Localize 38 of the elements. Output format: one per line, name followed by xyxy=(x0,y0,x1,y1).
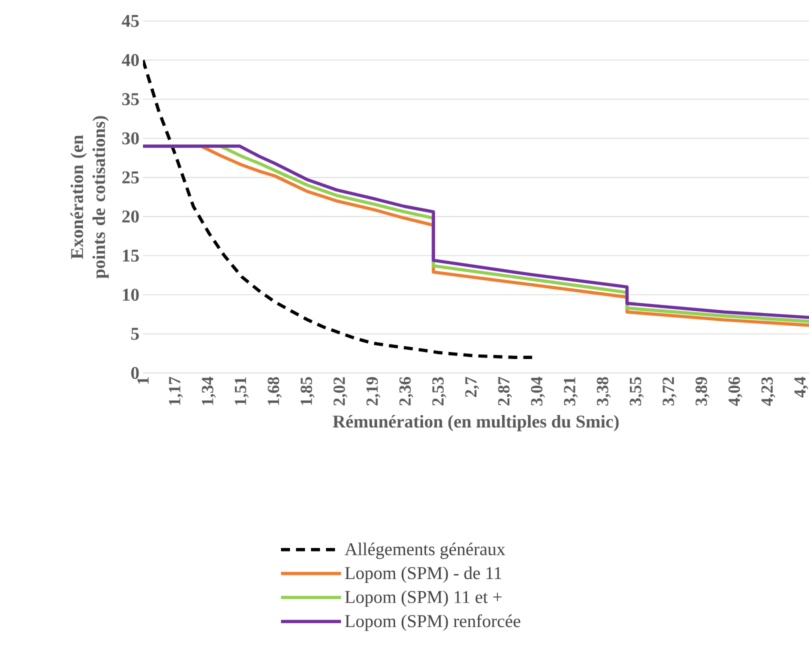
y-tick-label: 5 xyxy=(131,328,139,340)
y-tick-label: 35 xyxy=(122,93,139,106)
x-tick-label: 1,68 xyxy=(268,377,282,405)
line-series xyxy=(143,58,534,359)
x-tick-label: 2,02 xyxy=(334,377,348,406)
x-tick-label: 4,23 xyxy=(761,377,776,406)
y-tick-label: 25 xyxy=(122,171,139,184)
y-tick-label: 0 xyxy=(131,366,139,380)
x-tick-label: 4,06 xyxy=(728,377,742,406)
x-tick-label: 1,17 xyxy=(169,376,183,405)
y-tick-label: 45 xyxy=(122,14,139,27)
x-tick-label: 3,89 xyxy=(696,377,710,406)
y-tick-label: 15 xyxy=(122,250,139,262)
x-tick-label: 3,21 xyxy=(564,377,578,406)
x-tick-label: 1,34 xyxy=(202,376,216,405)
x-tick-label: 3,55 xyxy=(630,377,644,406)
x-tick-label: 2,36 xyxy=(399,377,414,406)
x-tick-label: 2,19 xyxy=(366,377,380,406)
x-tick-label: 3,04 xyxy=(531,376,545,406)
x-tick-label: 3,38 xyxy=(596,377,611,406)
x-tick-label: 4,4 xyxy=(794,376,808,398)
legend-label: Lopom (SPM) 11 et + xyxy=(345,590,502,607)
x-tick-label: 1,51 xyxy=(234,377,249,405)
x-tick-label: 2,87 xyxy=(498,376,512,406)
y-tick-label: 40 xyxy=(122,54,139,66)
x-tick-label: 2,53 xyxy=(432,377,446,406)
x-tick-label: 1 xyxy=(137,377,149,384)
legend-label: Lopom (SPM) renforcée xyxy=(345,614,520,631)
x-axis-title: Rémunération (en multiples du Smic) xyxy=(332,414,619,432)
x-tick-label: 3,72 xyxy=(662,377,677,406)
y-axis-title: Exonération (en points de cotisations) xyxy=(70,116,109,278)
y-tick-label: 30 xyxy=(122,132,139,144)
y-tick-label: 20 xyxy=(122,210,139,223)
legend-label: Allégements généraux xyxy=(344,542,506,559)
x-tick-label: 1,85 xyxy=(300,377,315,405)
x-tick-label: 2,7 xyxy=(465,376,480,397)
y-tick-label: 10 xyxy=(122,288,139,301)
legend-label: Lopom (SPM) - de 11 xyxy=(345,566,502,583)
